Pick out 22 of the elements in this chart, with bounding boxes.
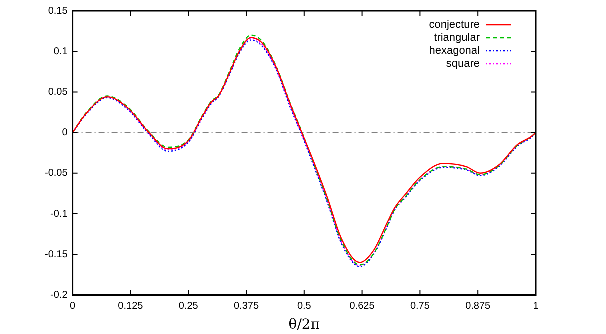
x-tick-label: 0.125 — [118, 300, 144, 312]
legend-label: square — [446, 58, 480, 70]
y-tick-label: 0 — [62, 128, 68, 139]
x-tick-label: 0 — [70, 300, 76, 312]
x-axis-title: θ/2π — [288, 317, 320, 334]
y-tick-label: -0.05 — [44, 168, 68, 180]
x-tick-label: 0.5 — [297, 300, 312, 312]
y-tick-label: -0.1 — [50, 208, 68, 220]
x-tick-label: 1 — [533, 300, 540, 312]
x-tick-label: 0.875 — [466, 300, 492, 312]
x-tick-label: 0.75 — [410, 300, 430, 312]
y-tick-label: 0.1 — [54, 46, 68, 58]
y-tick-label: -0.15 — [44, 249, 68, 260]
y-tick-label: 0.15 — [48, 6, 68, 17]
x-tick-label: 0.625 — [350, 300, 376, 312]
x-tick-label: 0.375 — [234, 300, 260, 312]
y-tick-label: 0.05 — [48, 86, 68, 98]
legend-label: triangular — [434, 32, 480, 44]
legend-label: hexagonal — [429, 45, 480, 58]
x-tick-label: 0.25 — [178, 300, 199, 312]
y-tick-label: -0.2 — [50, 290, 68, 301]
legend-label: conjecture — [429, 19, 480, 32]
